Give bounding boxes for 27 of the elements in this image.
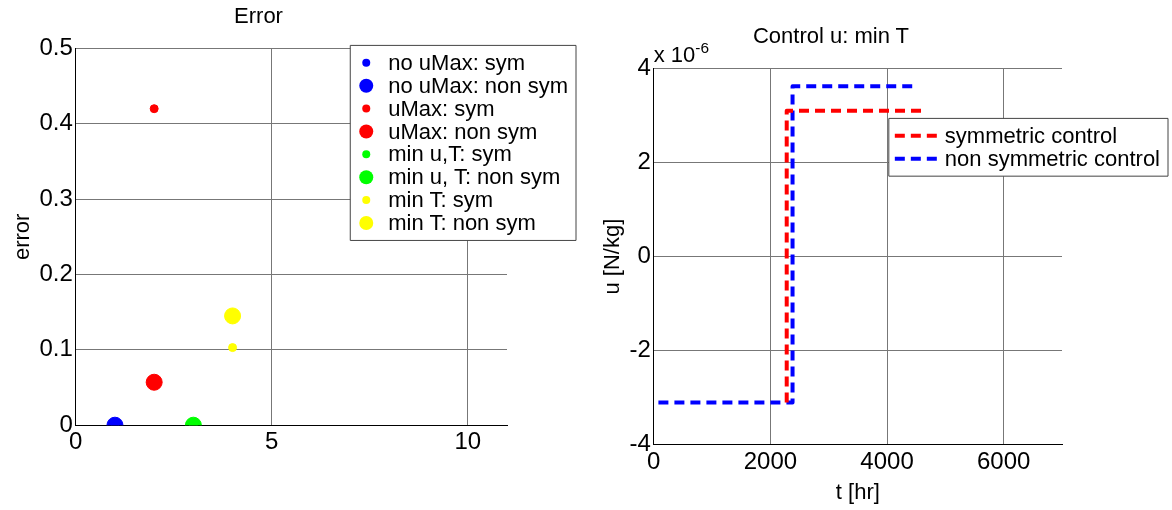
y-tick-label: 0 (637, 241, 651, 269)
y-tick-label: 0.4 (39, 108, 73, 136)
point (145, 373, 163, 391)
y-tick-label: 0.2 (39, 259, 73, 287)
legend-label: symmetric control (944, 122, 1118, 148)
chart-title: Control u: min T (752, 23, 910, 49)
y-axis-title: u [N/kg] (599, 218, 625, 295)
point (228, 343, 238, 353)
x-tick-label: 4000 (860, 446, 914, 474)
x-axis-title: t [hr] (835, 478, 880, 504)
y-tick-label: 0.1 (39, 334, 73, 362)
y-tick-label: 0.5 (39, 33, 73, 61)
y-axis-title: error (9, 213, 35, 261)
y-tick-label: 2 (637, 147, 651, 175)
x-tick-label: 6000 (976, 446, 1031, 474)
point (149, 104, 159, 114)
x-tick-label: 2000 (743, 446, 798, 474)
y-tick-label: 4 (637, 53, 651, 81)
x-tick-label: 5 (265, 427, 279, 455)
legend-label: min T: sym (388, 187, 493, 213)
legend-label: uMax: sym (388, 95, 495, 121)
x-tick-label: 10 (454, 427, 482, 455)
y-tick-label: 0.3 (39, 183, 73, 211)
y-tick-label: -2 (629, 335, 651, 363)
legend-label: no uMax: sym (388, 49, 526, 75)
chart-title: Error (234, 3, 283, 29)
point (224, 307, 242, 325)
